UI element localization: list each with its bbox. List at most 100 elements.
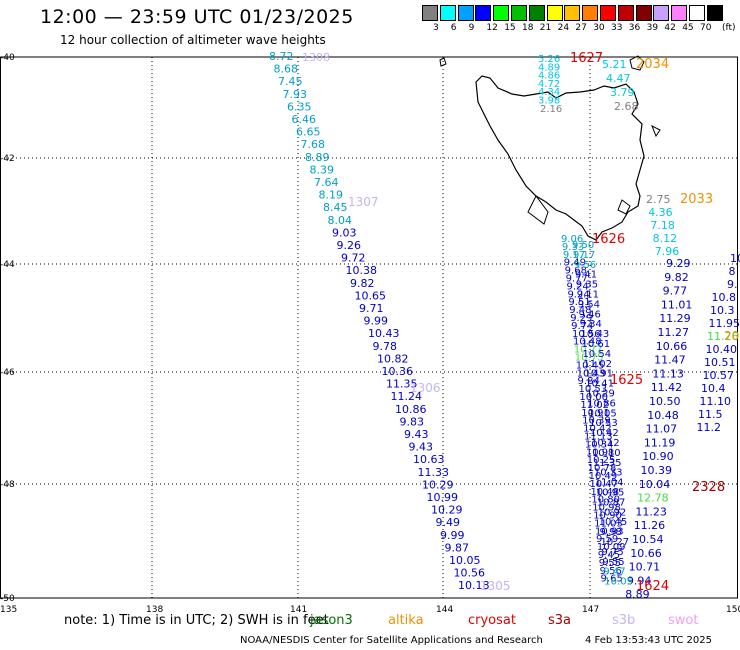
wave-value: 10.48 (590, 487, 619, 498)
wave-value: 4.86 (538, 71, 560, 82)
wave-value: 9.77 (566, 274, 588, 285)
wave-value: 11.24 (391, 390, 423, 403)
wave-value: 7.93 (283, 88, 308, 101)
wave-value: 10.43 (581, 329, 610, 340)
track-time-label: 1308 (302, 51, 330, 64)
wave-value: 9.75 (601, 547, 623, 558)
wave-value: 10.53 (578, 384, 607, 395)
scale-swatch (600, 5, 616, 21)
wave-value: 4.34 (538, 87, 560, 98)
wave-value: 11.10 (700, 395, 732, 408)
lon-tick-label: 150 (726, 605, 740, 615)
legend-swot: swot (668, 613, 699, 628)
grid-labels: 135 138 141 144 147 150 -40 -42 -44 -46 -48 -50 (0, 53, 740, 615)
wave-value: 7.68 (301, 138, 326, 151)
scale-label: 36 (628, 23, 641, 33)
wave-value: 3.79 (610, 86, 635, 99)
scale-swatch (706, 5, 723, 21)
legend-jason3: jason3 (310, 613, 353, 628)
wave-value: 9.54 (578, 299, 600, 310)
lat-tick-label: -42 (0, 154, 15, 164)
wave-value: 10.34 (585, 439, 614, 450)
lon-tick-label: 141 (290, 605, 307, 615)
lat-tick-label: -50 (0, 594, 15, 604)
scale-swatch (653, 5, 670, 21)
wave-value: 9.35 (576, 280, 598, 291)
wave-value: 9.83 (400, 415, 425, 428)
scale-swatch (582, 5, 599, 21)
wave-value: 10.93 (595, 526, 624, 537)
wave-value: 10.90 (642, 450, 674, 463)
wave-value: 10.00 (579, 392, 608, 403)
wave-value: 9.71 (359, 302, 384, 315)
tasmania-coastline (439, 55, 661, 241)
wave-value: 8.45 (323, 201, 348, 214)
wave-value: 11.02 (583, 359, 612, 370)
wave-value: 4.72 (538, 79, 560, 90)
wave-value: 10.33 (594, 468, 623, 479)
wave-value: 7.64 (314, 176, 339, 189)
wave-value: 11.5 (698, 408, 723, 421)
wave-value: 10.45 (576, 360, 605, 371)
wave-value: 9.87 (445, 541, 470, 554)
wave-value: 10.4 (701, 382, 726, 395)
lat-tick-label: -46 (0, 368, 15, 378)
wave-value: 7.18 (650, 219, 675, 232)
wave-value: 2.68 (614, 100, 639, 113)
wave-value: 8.04 (328, 214, 353, 227)
lat-lon-grid (0, 56, 738, 599)
wave-value: 6.46 (292, 113, 317, 126)
wave-value: 9.29 (666, 257, 691, 270)
wave-value: 10.49 (589, 471, 618, 482)
wave-value: 11.19 (644, 436, 676, 449)
track-time-label: 1626 (592, 232, 625, 247)
wave-value: 8.72 (269, 50, 294, 63)
wave-value: 10.92 (598, 507, 627, 518)
wave-value: 10.47 (590, 479, 619, 490)
wave-value: 11.07 (646, 423, 678, 436)
scale-swatch (493, 5, 510, 21)
wave-value: 11.47 (654, 354, 686, 367)
wave-value: 10.39 (641, 464, 673, 477)
wave-value: 8.89 (625, 588, 650, 601)
wave-value: 10.12 (591, 438, 620, 449)
scale-swatch (528, 5, 545, 21)
wave-value: 10.29 (431, 504, 463, 517)
wave-value: 9. (727, 278, 738, 291)
wave-value: 9.56 (574, 260, 596, 271)
legend-altika: altika (388, 613, 424, 628)
wave-value: 8.68 (274, 63, 299, 76)
wave-value: 9.55 (599, 558, 621, 569)
wave-value: 10.91 (581, 408, 610, 419)
wave-value: 10.43 (577, 368, 606, 379)
wave-value: 11.03 (594, 518, 623, 529)
wave-value: 10.05 (449, 554, 481, 567)
legend-s3b: s3b (612, 613, 636, 628)
wave-value: 11.76 (707, 330, 739, 343)
wave-value: 9.41 (575, 270, 597, 281)
wave-value: 4.47 (606, 72, 631, 85)
scale-swatch (439, 5, 456, 21)
wave-value: 10.56 (572, 329, 601, 340)
wave-value: 10.09 (597, 542, 626, 553)
wave-value: 9.59 (596, 534, 618, 545)
wave-value: 2.75 (646, 193, 671, 206)
wave-value: 8.19 (319, 189, 344, 202)
wave-value: 9.47 (603, 567, 625, 578)
wave-value: 9.03 (332, 226, 357, 239)
wave-value: 8.12 (653, 232, 678, 245)
wave-value: 10.86 (395, 403, 427, 416)
scale-swatch (546, 5, 563, 21)
wave-value: 10.77 (574, 345, 603, 356)
lon-tick-label: 144 (436, 605, 453, 615)
wave-value: 9.56 (600, 566, 622, 577)
wave-value: 10.48 (647, 409, 679, 422)
wave-value: 11.35 (386, 378, 418, 391)
wave-value: 11.42 (651, 381, 683, 394)
wave-value: 11.01 (661, 298, 693, 311)
credit-line: NOAA/NESDIS Center for Satellite Applica… (240, 635, 543, 646)
lon-tick-label: 138 (146, 605, 163, 615)
wave-value: 4.36 (648, 206, 673, 219)
lat-tick-label: -40 (0, 53, 15, 63)
page-subtitle: 12 hour collection of altimeter wave hei… (60, 33, 326, 47)
